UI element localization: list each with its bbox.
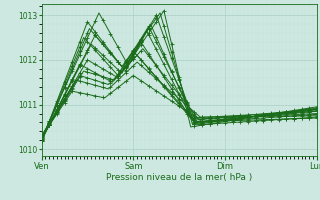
X-axis label: Pression niveau de la mer( hPa ): Pression niveau de la mer( hPa ) [106, 173, 252, 182]
